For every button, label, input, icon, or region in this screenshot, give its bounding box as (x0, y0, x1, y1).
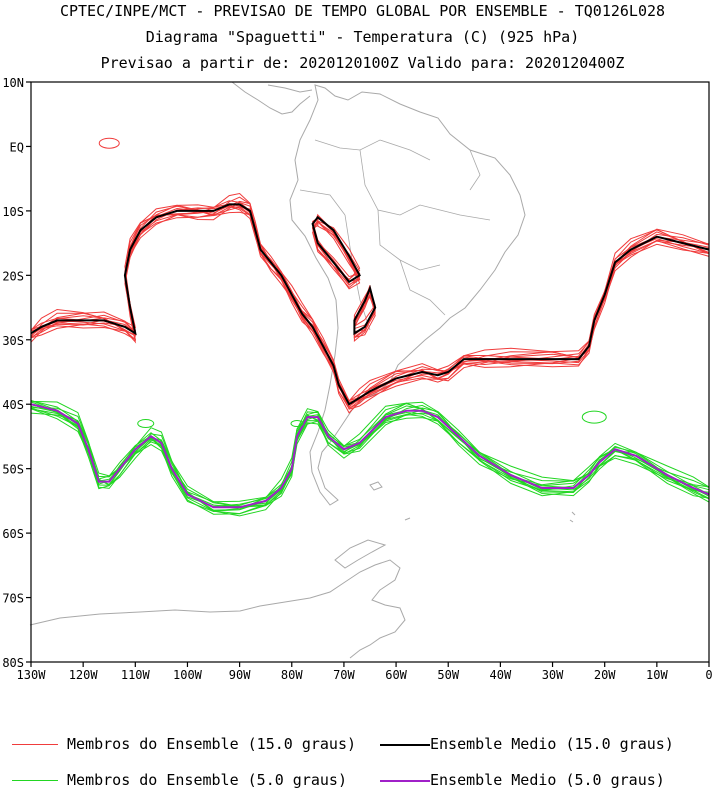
lon-label: 120W (69, 668, 99, 682)
legend-members-15: Membros do Ensemble (15.0 graus) (12, 735, 356, 753)
lat-label: 10S (2, 205, 24, 219)
legend-line-members-15 (12, 744, 58, 745)
isotherm-15-mean-line (30, 203, 710, 406)
legend-mean-5: Ensemble Medio (5.0 graus) (380, 771, 665, 789)
antarctic-peninsula (334, 539, 387, 569)
lon-label: 50W (437, 668, 459, 682)
legend-label-mean-15: Ensemble Medio (15.0 graus) (430, 735, 674, 753)
isotherm-5-small-loop (581, 410, 607, 424)
legend-line-members-5 (12, 780, 58, 781)
lon-label: 110W (121, 668, 151, 682)
lon-label: 90W (229, 668, 251, 682)
lat-label: 50S (2, 463, 24, 477)
isotherm-15-small-loop (98, 137, 120, 149)
lat-label: 80S (2, 656, 24, 670)
lon-label: 30W (542, 668, 564, 682)
legend-line-mean-15 (380, 743, 430, 746)
isotherm-15-closed-member (312, 220, 361, 278)
lon-label: 60W (385, 668, 407, 682)
lon-label: 20W (594, 668, 616, 682)
country-borders (299, 139, 491, 331)
isotherm-layer (30, 137, 710, 517)
lat-label: 40S (2, 398, 24, 412)
lat-label: 60S (2, 527, 24, 541)
lat-label: EQ (10, 140, 24, 154)
lat-label: 70S (2, 592, 24, 606)
antarctica-coast (29, 559, 406, 659)
caribbean-coast (267, 84, 313, 93)
lon-label: 80W (281, 668, 303, 682)
isotherm-15-member-line (30, 196, 710, 409)
title-line-1: CPTEC/INPE/MCT - PREVISAO DE TEMPO GLOBA… (59, 2, 666, 20)
isotherm-15-member-line (30, 205, 710, 405)
isotherm-5-small-loop (137, 419, 155, 429)
lat-label: 20S (2, 269, 24, 283)
legend-members-5: Membros do Ensemble (5.0 graus) (12, 771, 347, 789)
isotherm-5-mean-line (30, 403, 710, 509)
isotherm-15-member-line (30, 200, 710, 408)
lat-label: 10N (2, 76, 24, 90)
lon-label: 40W (490, 668, 512, 682)
isotherm-15-closed-mean (311, 215, 361, 284)
legend-label-members-5: Membros do Ensemble (5.0 graus) (67, 771, 347, 789)
isotherm-15-member-line (30, 203, 710, 402)
isotherm-15-closed-member (312, 213, 361, 285)
central-america-coast (231, 81, 311, 115)
lat-label: 30S (2, 334, 24, 348)
islands (369, 481, 576, 523)
south-america-coast (289, 84, 526, 506)
title-line-2: Diagrama "Spaguetti" - Temperatura (C) (… (145, 28, 580, 46)
map-frame (30, 81, 710, 663)
lon-label: 70W (333, 668, 355, 682)
lon-label: 130W (17, 668, 47, 682)
lon-label: 100W (173, 668, 203, 682)
lon-label: 0 (705, 668, 712, 682)
lon-label: 10W (646, 668, 668, 682)
legend-label-members-15: Membros do Ensemble (15.0 graus) (67, 735, 357, 753)
isotherm-15-member-line (30, 207, 710, 410)
legend-label-mean-5: Ensemble Medio (5.0 graus) (430, 771, 665, 789)
isotherm-15-member-line (30, 200, 710, 402)
title-line-3: Previsao a partir de: 2020120100Z Valido… (100, 54, 625, 72)
isotherm-15-closed-mean (353, 285, 377, 336)
legend-mean-15: Ensemble Medio (15.0 graus) (380, 735, 674, 753)
coastline-layer (29, 81, 576, 659)
isotherm-5-small-loop (290, 420, 304, 428)
legend-line-mean-5 (380, 779, 430, 782)
